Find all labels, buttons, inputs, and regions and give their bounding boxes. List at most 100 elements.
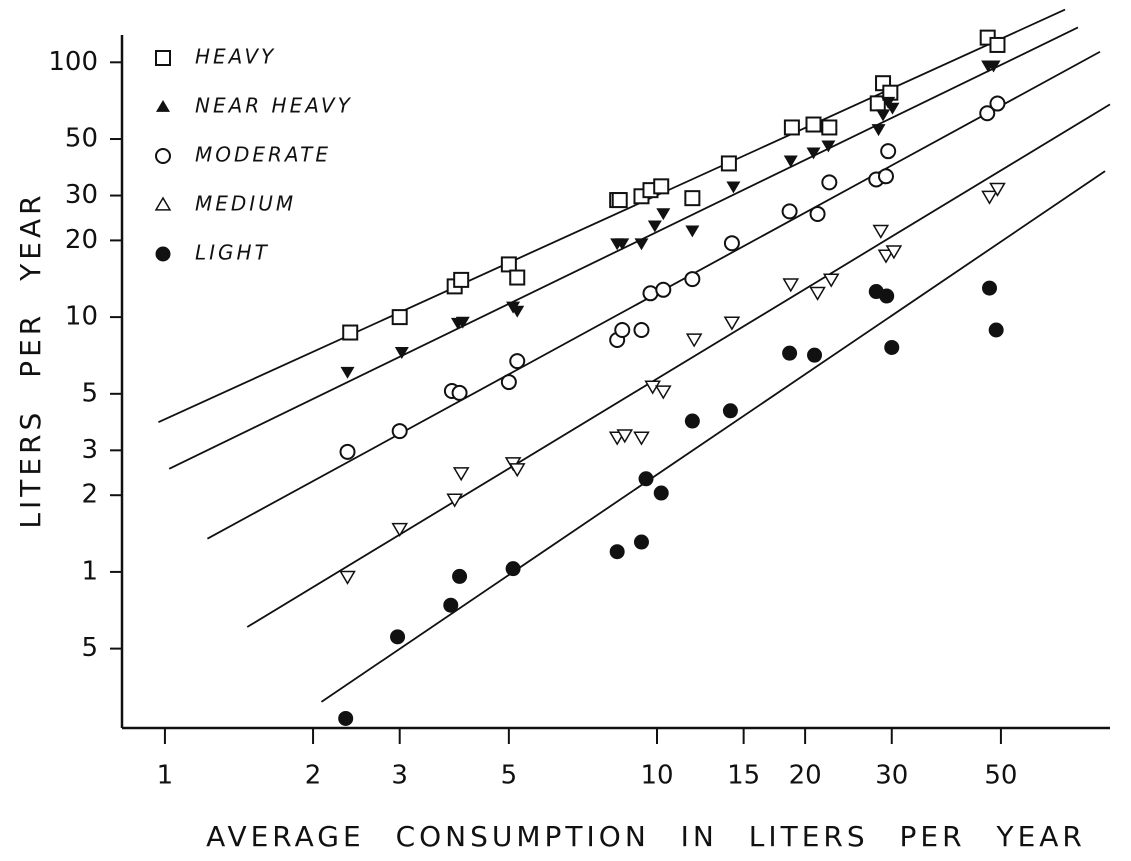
point	[452, 467, 470, 482]
point	[723, 235, 740, 252]
point	[338, 710, 354, 726]
point	[616, 429, 634, 444]
legend-label: LIGHT	[195, 241, 270, 265]
point	[684, 271, 701, 288]
point	[614, 322, 631, 339]
point	[500, 374, 517, 391]
fit-line	[320, 170, 1106, 703]
point	[982, 280, 998, 296]
point	[340, 366, 355, 379]
point	[871, 124, 886, 137]
point	[684, 413, 700, 429]
point	[510, 305, 525, 318]
x-axis-label: AVERAGE CONSUMPTION IN LITERS PER YEAR	[206, 820, 1086, 853]
point	[509, 269, 526, 286]
point	[653, 178, 670, 195]
point	[339, 443, 356, 460]
point	[647, 220, 662, 233]
point	[723, 316, 741, 331]
point	[509, 353, 526, 370]
point	[633, 431, 650, 446]
point	[339, 570, 356, 585]
point	[654, 385, 672, 400]
point	[880, 143, 897, 160]
y-tick-label: 2	[81, 480, 98, 510]
legend-label: HEAVY	[195, 45, 276, 69]
point	[656, 208, 671, 221]
point	[783, 119, 800, 136]
point	[981, 190, 998, 205]
point	[455, 316, 470, 329]
point	[446, 493, 463, 508]
point	[781, 203, 798, 220]
point	[884, 339, 900, 355]
y-tick-label: 100	[48, 47, 98, 77]
point	[885, 102, 900, 115]
legend-label: MEDIUM	[195, 192, 296, 216]
y-tick-label: 10	[65, 302, 98, 332]
point	[726, 181, 741, 194]
point	[806, 147, 821, 160]
x-tick-label: 20	[789, 761, 822, 791]
point	[821, 140, 836, 153]
point	[638, 471, 654, 487]
fit-line	[168, 26, 1079, 470]
point	[394, 347, 409, 359]
y-tick-label: 5	[81, 633, 98, 663]
point	[988, 322, 1004, 338]
point	[642, 285, 659, 302]
y-axis-label: LITERS PER YEAR	[14, 191, 47, 528]
point	[655, 281, 672, 298]
point	[508, 463, 526, 478]
x-tick-label: 2	[305, 761, 322, 791]
fit-line	[246, 103, 1111, 628]
point	[986, 60, 1001, 73]
x-tick-label: 30	[875, 761, 908, 791]
point	[822, 273, 840, 288]
point	[885, 245, 903, 260]
point	[821, 174, 838, 191]
legend-marker	[154, 196, 172, 211]
y-tick-label: 20	[65, 225, 98, 255]
point	[877, 168, 894, 185]
legend-marker	[155, 148, 171, 164]
point	[653, 485, 669, 501]
point	[684, 190, 701, 207]
legend-label: NEAR HEAVY	[195, 94, 353, 118]
legend-marker	[155, 246, 171, 262]
point	[634, 238, 649, 251]
fit-line	[158, 8, 1066, 423]
x-tick-label: 10	[640, 761, 673, 791]
point	[505, 561, 521, 577]
x-tick-label: 3	[391, 761, 408, 791]
y-tick-label: 50	[65, 124, 98, 154]
x-tick-label: 5	[501, 761, 518, 791]
point	[609, 544, 625, 560]
y-tick-label: 3	[81, 435, 98, 465]
point	[989, 182, 1006, 197]
point	[391, 309, 408, 326]
point	[807, 347, 823, 363]
x-tick-label: 1	[157, 761, 174, 791]
point	[390, 629, 406, 645]
point	[342, 324, 359, 341]
point	[720, 155, 737, 172]
point	[989, 95, 1006, 112]
point	[615, 238, 630, 251]
point	[722, 403, 738, 419]
point	[783, 155, 798, 168]
point	[872, 224, 890, 239]
point	[809, 286, 826, 301]
point	[805, 116, 822, 133]
point	[809, 205, 826, 222]
point	[451, 384, 468, 401]
point	[453, 271, 470, 288]
point	[443, 597, 459, 613]
point	[452, 568, 468, 584]
y-tick-label: 30	[65, 180, 98, 210]
point	[979, 105, 996, 122]
point	[989, 36, 1006, 53]
point	[685, 225, 700, 238]
point	[500, 256, 517, 273]
